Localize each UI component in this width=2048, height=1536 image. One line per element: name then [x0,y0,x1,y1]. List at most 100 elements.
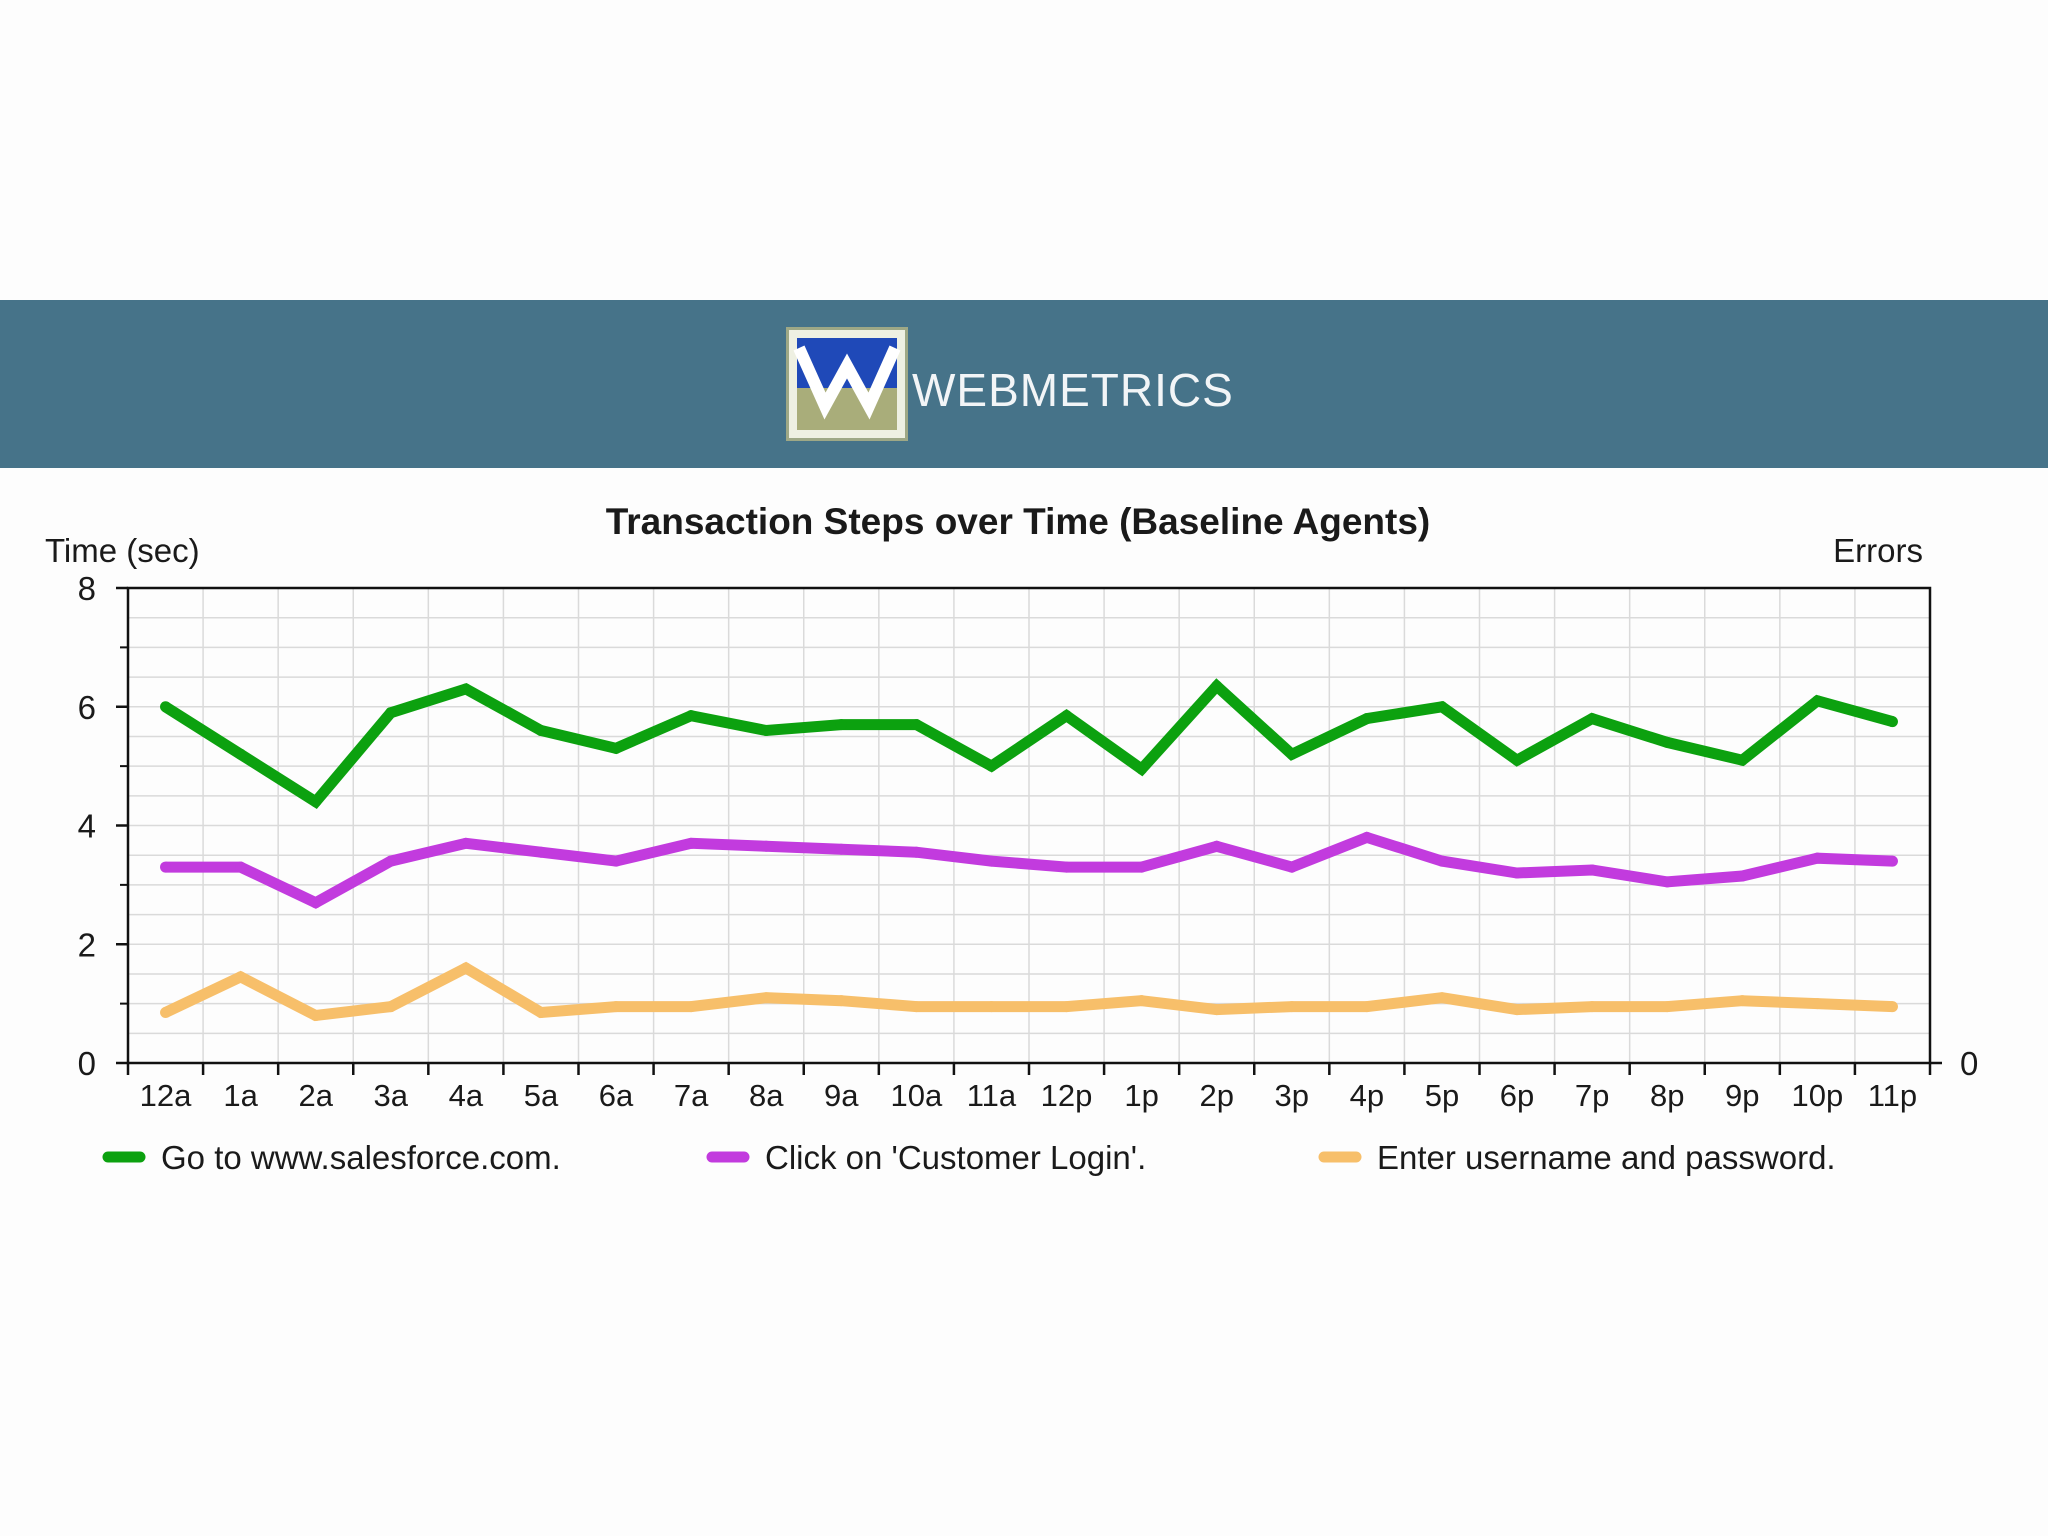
data-point [1811,695,1823,707]
data-point [1511,1004,1523,1016]
data-point [1811,998,1823,1010]
y-tick-label: 6 [78,689,96,726]
x-tick-label: 9p [1725,1078,1759,1113]
data-point [1211,680,1223,692]
data-point [1661,1001,1673,1013]
data-point [685,837,697,849]
data-point [1811,852,1823,864]
data-point [385,1001,397,1013]
data-point [1436,992,1448,1004]
data-point [235,861,247,873]
series-line-1 [162,678,1894,810]
data-point [460,837,472,849]
logo-wordmark: WEBMETRICS [912,364,1234,416]
data-point [910,1001,922,1013]
x-tick-label: 2p [1199,1078,1233,1113]
x-tick-label: 4p [1350,1078,1384,1113]
x-tick-label: 2a [298,1078,333,1113]
series-line-3 [163,961,1893,1022]
data-point [235,748,247,760]
legend-label: Go to www.salesforce.com. [161,1139,561,1176]
data-point [1886,855,1898,867]
data-point [235,971,247,983]
x-tick-label: 8p [1650,1078,1684,1113]
data-point [310,897,322,909]
webmetrics-logo-icon [786,327,908,441]
data-point [760,840,772,852]
x-tick-label: 11p [1868,1078,1917,1113]
data-point [1886,1001,1898,1013]
legend-label: Enter username and password. [1377,1139,1836,1176]
data-point [385,855,397,867]
data-point [1511,867,1523,879]
x-tick-label: 9a [824,1078,859,1113]
line-chart: Transaction Steps over Time (Baseline Ag… [45,501,1979,1176]
y-tick-label: 0 [78,1045,96,1082]
data-point [1361,831,1373,843]
data-point [685,710,697,722]
data-point [1286,1001,1298,1013]
data-point [1736,870,1748,882]
x-tick-label: 12p [1041,1078,1093,1113]
y2-axis-label: Errors [1833,532,1923,569]
data-point [610,1001,622,1013]
data-point [610,742,622,754]
data-point [460,962,472,974]
x-tick-label: 12a [140,1078,192,1113]
data-point [460,683,472,695]
data-point [985,760,997,772]
data-point [310,796,322,808]
x-tick-label: 11a [967,1078,1017,1113]
chart-title: Transaction Steps over Time (Baseline Ag… [606,501,1431,542]
data-point [1886,716,1898,728]
data-point [835,995,847,1007]
data-point [1586,864,1598,876]
x-tick-label: 1p [1124,1078,1158,1113]
data-point [985,1001,997,1013]
y2-tick-label: 0 [1960,1045,1978,1082]
data-point [1361,713,1373,725]
data-point [1511,754,1523,766]
x-tick-label: 1a [223,1078,258,1113]
legend: Go to www.salesforce.com. Click on 'Custo… [102,1139,1836,1176]
data-point [1361,1001,1373,1013]
x-tick-label: 6p [1500,1078,1534,1113]
x-tick-label: 7a [674,1078,709,1113]
y-axis-label: Time (sec) [45,532,200,569]
data-point [535,846,547,858]
x-tick-label: 10a [891,1078,943,1113]
x-tick-label: 5p [1425,1078,1459,1113]
data-point [760,725,772,736]
x-tick-label: 5a [524,1078,559,1113]
data-point [160,861,172,873]
data-point [385,707,397,719]
data-point [1586,1001,1598,1013]
y-tick-label: 8 [78,570,96,607]
x-tick-label: 3p [1275,1078,1309,1113]
data-point [160,1007,172,1019]
x-tick-label: 10p [1792,1078,1844,1113]
x-tick-label: 3a [374,1078,409,1113]
data-point [1586,713,1598,725]
data-point [1736,754,1748,766]
data-point [1436,855,1448,867]
data-point [535,1007,547,1019]
data-point [760,992,772,1004]
data-point [310,1010,322,1021]
data-point [1286,861,1298,873]
data-point [1061,861,1073,873]
data-point [1136,763,1148,775]
x-tick-label: 4a [449,1078,484,1113]
series-lines [160,678,1898,1022]
data-point [1061,1001,1073,1013]
data-point [1061,710,1073,722]
data-point [160,701,172,713]
y-tick-label: 2 [78,926,96,963]
axes: 0 2 4 6 8 0 12a 1a 2a 3a 4a 5a 6a 7a 8a 9a 10a 11a 12p 1p 2p… [78,570,1979,1113]
data-point [610,855,622,867]
data-point [835,719,847,731]
grid [128,588,1930,1063]
data-point [985,855,997,867]
data-point [1661,876,1673,888]
